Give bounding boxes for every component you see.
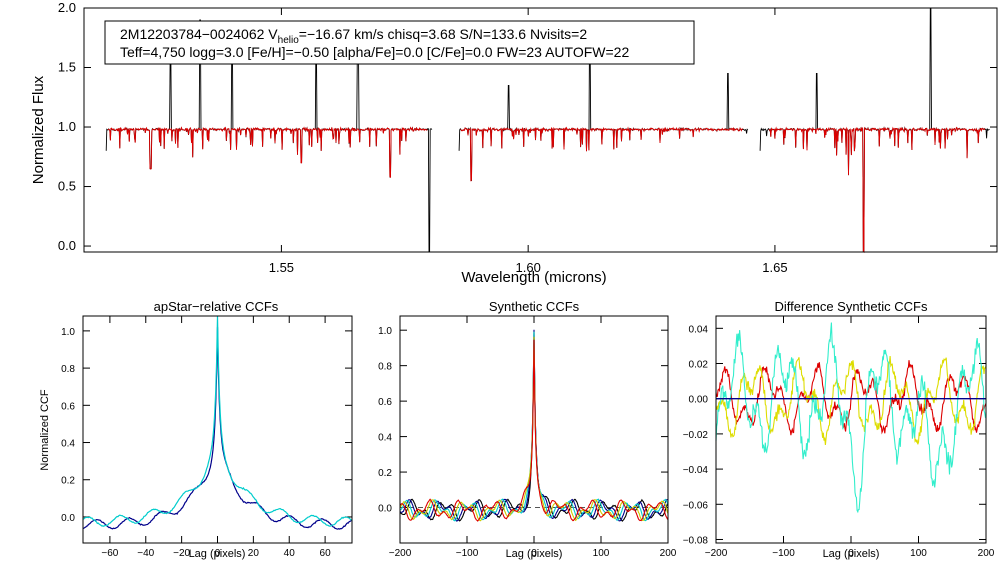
spectrum-series-model-chip1 <box>107 126 428 179</box>
apstar-ccf-xlabel: Lag (pixels) <box>189 548 246 560</box>
diff-ccf-series-3 <box>715 322 987 514</box>
diff-ccf-ytick-label: −0.04 <box>683 465 709 476</box>
diff-ccf-xtick-label: −100 <box>772 548 795 559</box>
spectrum-panel: 1.55 1.60 1.65 0.0 0.5 1.0 1.5 2.0 2M12203784−0… <box>30 0 998 286</box>
synthetic-ccf-xtick-label: −100 <box>456 548 479 559</box>
synthetic-ccf-ytick-label: 0.6 <box>378 397 392 408</box>
spectrum-ytick-label: 1.0 <box>58 119 76 134</box>
apstar-ccf-xtick-label: −20 <box>173 548 190 559</box>
spectrum-series <box>105 7 990 254</box>
diff-ccf-xtick-label: −200 <box>705 548 728 559</box>
diff-ccf-xtick-label: 0 <box>848 548 854 559</box>
spectrum-series-model-chip2 <box>460 126 744 182</box>
apstar-ccf-xtick-label: −60 <box>101 548 118 559</box>
apstar-ccf-ytick-label: 0.6 <box>61 401 75 412</box>
apstar-ccf-ytick-label: 0.0 <box>61 513 75 524</box>
spectrum-info-box: 2M12203784−0024062 Vhelio=−16.67 km/s ch… <box>104 20 695 65</box>
diff-ccf-axis-ticks: −200 −100 0 100 200 0.04 0.02 0.00 −0.02 −0.04 −0.… <box>683 316 995 559</box>
apstar-ccf-xtick-label: 20 <box>248 548 260 559</box>
spectrum-xtick-label: 1.60 <box>516 260 541 275</box>
synthetic-ccf-xtick-label: 100 <box>593 548 610 559</box>
spectrum-ytick-label: 0.0 <box>58 238 76 253</box>
synthetic-ccf-ytick-label: 0.0 <box>378 504 392 515</box>
synthetic-ccf-ytick-label: 1.0 <box>378 326 392 337</box>
diff-ccf-ytick-label: −0.06 <box>683 500 709 511</box>
apstar-ccf-series-1 <box>82 327 353 530</box>
synthetic-ccf-xtick-label: −200 <box>389 548 412 559</box>
spectrum-xlabel: Wavelength (microns) <box>461 269 606 286</box>
diff-ccf-series <box>715 322 987 514</box>
apstar-ccf-title: apStar−relative CCFs <box>154 299 279 314</box>
spectrum-xtick-label: 1.55 <box>269 260 294 275</box>
apstar-ccf-ytick-label: 0.8 <box>61 364 75 375</box>
spectrum-ytick-label: 0.5 <box>58 179 76 194</box>
diff-ccf-frame <box>715 315 987 544</box>
synthetic-ccf-xtick-label: 0 <box>531 548 537 559</box>
spectrum-info-line2: Teff=4,750 logg=3.0 [Fe/H]=−0.50 [alpha/… <box>120 44 629 60</box>
info-line1-sub: helio <box>278 35 300 46</box>
spectrum-info-line1: 2M12203784−0024062 Vhelio=−16.67 km/s ch… <box>120 26 587 46</box>
spectrum-ylabel: Normalized Flux <box>30 75 47 184</box>
synthetic-ccf-series-3 <box>399 331 669 522</box>
spectrum-info-frame <box>104 20 695 65</box>
synthetic-ccf-ytick-label: 0.4 <box>378 433 392 444</box>
synthetic-ccf-series <box>399 329 669 522</box>
synthetic-ccf-series-4 <box>399 336 669 522</box>
diff-ccf-ytick-label: −0.08 <box>683 535 709 546</box>
diff-ccf-title: Difference Synthetic CCFs <box>775 299 928 314</box>
synthetic-ccf-ytick-label: 0.8 <box>378 362 392 373</box>
apstar-ccf-axis-ticks: −60 −40 −20 0 20 40 60 0.0 0.2 0.4 0.6 0.8 1.0 <box>61 316 352 559</box>
apstar-ccf-ytick-label: 1.0 <box>61 327 75 338</box>
synthetic-ccf-series-5 <box>399 339 669 522</box>
diff-ccf-xtick-label: 200 <box>978 548 995 559</box>
synthetic-ccf-xlabel: Lag (pixels) <box>506 548 563 560</box>
diff-ccf-ytick-label: 0.02 <box>689 360 709 371</box>
synthetic-ccf-title: Synthetic CCFs <box>489 299 580 314</box>
info-line1-prefix: 2M12203784−0024062 V <box>120 26 278 42</box>
apstar-ccf-ytick-label: 0.2 <box>61 476 75 487</box>
info-line1-suffix: =−16.67 km/s chisq=3.68 S/N=133.6 Nvisit… <box>299 26 588 42</box>
diff-ccf-xtick-label: 100 <box>910 548 927 559</box>
spectrum-series-model-chip3 <box>768 126 986 254</box>
apstar-ccf-xtick-label: 40 <box>284 548 296 559</box>
synthetic-ccf-ytick-label: 0.2 <box>378 468 392 479</box>
apstar-ccf-ytick-label: 0.4 <box>61 439 75 450</box>
spectrum-xtick-label: 1.65 <box>762 260 787 275</box>
synthetic-ccf-axis-ticks: −200 −100 0 100 200 0.0 0.2 0.4 0.6 0.8 1.0 <box>378 316 677 559</box>
diff-ccf-ytick-label: −0.02 <box>683 430 709 441</box>
apstar-ccf-series <box>82 315 353 530</box>
apstar-ccf-ylabel: Normalized CCF <box>39 389 51 471</box>
diff-ccf-series-2 <box>715 356 987 446</box>
synthetic-ccf-xtick-label: 200 <box>660 548 677 559</box>
spectrum-ytick-label: 2.0 <box>58 0 76 15</box>
apstar-ccf-frame <box>82 315 353 544</box>
diff-ccf-panel: Difference Synthetic CCFs −200 −100 0 100 20… <box>683 299 995 560</box>
spectrum-axis-ticks: 1.55 1.60 1.65 0.0 0.5 1.0 1.5 2.0 <box>58 0 997 275</box>
diff-ccf-ytick-label: 0.00 <box>689 395 709 406</box>
apstar-ccf-xtick-label: 0 <box>215 548 221 559</box>
spectrum-ytick-label: 1.5 <box>58 60 76 75</box>
diff-ccf-xlabel: Lag (pixels) <box>823 548 880 560</box>
apstar-ccf-xtick-label: −40 <box>137 548 154 559</box>
apstar-ccf-xtick-label: 60 <box>320 548 332 559</box>
synthetic-ccf-frame <box>399 315 669 544</box>
synthetic-ccf-panel: Synthetic CCFs −200 −100 0 100 200 0.0 0.2 0.4 0… <box>378 299 677 560</box>
apstar-ccf-panel: apStar−relative CCFs −60 −40 −20 0 20 40 60 0.0… <box>39 299 353 560</box>
spectrum-plot-frame <box>83 7 998 253</box>
diff-ccf-ytick-label: 0.04 <box>689 324 709 335</box>
